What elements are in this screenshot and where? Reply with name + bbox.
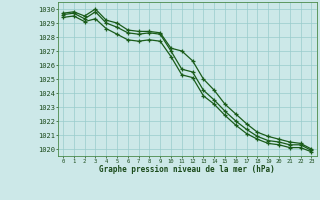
X-axis label: Graphe pression niveau de la mer (hPa): Graphe pression niveau de la mer (hPa) (99, 165, 275, 174)
